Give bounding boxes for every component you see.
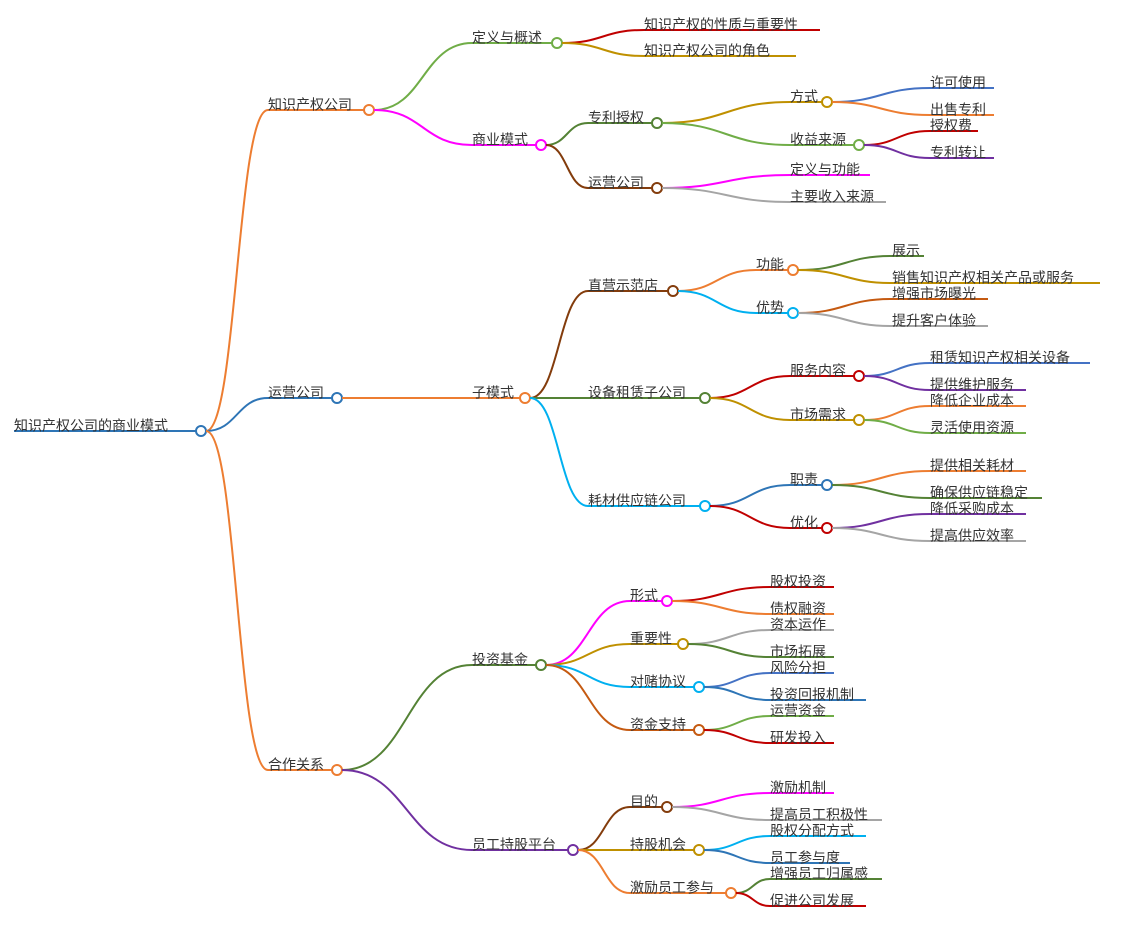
node-connector [694,845,704,855]
root-label: 知识产权公司的商业模式 [14,418,168,434]
node-label: 知识产权公司 [268,97,352,113]
node-connector [662,802,672,812]
node-connector [662,596,672,606]
node-label: 直营示范店 [588,278,658,294]
node-label: 增强市场曝光 [892,286,976,302]
node-connector [822,97,832,107]
node-connector [854,415,864,425]
node-label: 目的 [630,794,658,810]
node-label: 优化 [790,515,818,531]
node-connector [788,265,798,275]
node-connector [854,371,864,381]
node-label: 研发投入 [770,730,826,746]
node-connector [332,393,342,403]
node-label: 运营公司 [588,175,644,191]
node-label: 定义与概述 [472,30,542,46]
node-connector [652,183,662,193]
node-label: 员工持股平台 [472,837,556,853]
node-connector [694,725,704,735]
node-label: 方式 [790,89,818,105]
node-connector [536,140,546,150]
node-label: 灵活使用资源 [930,420,1014,436]
node-label: 对赌协议 [630,674,686,690]
node-label: 功能 [756,257,784,273]
node-label: 市场拓展 [770,644,826,660]
node-label: 合作关系 [268,757,324,773]
node-connector [552,38,562,48]
node-label: 投资基金 [472,652,528,668]
mindmap-diagram: 知识产权公司的商业模式 知识产权公司 定义与概述 知识产权的性质与重要性知识产权公司的… [0,0,1136,932]
node-label: 资本运作 [770,617,826,633]
node-label: 销售知识产权相关产品或服务 [892,270,1074,286]
node-label: 授权费 [930,118,972,134]
node-label: 重要性 [630,631,672,647]
node-connector [364,105,374,115]
node-label: 确保供应链稳定 [930,485,1028,501]
node-label: 资金支持 [630,717,686,733]
node-label: 许可使用 [930,75,986,91]
node-label: 降低企业成本 [930,393,1014,409]
node-connector [822,480,832,490]
node-label: 持股机会 [630,837,686,853]
node-label: 专利转让 [930,145,986,161]
node-label: 服务内容 [790,363,846,379]
node-label: 股权分配方式 [770,823,854,839]
node-label: 增强员工归属感 [770,866,868,882]
node-connector [788,308,798,318]
node-connector [700,501,710,511]
node-connector [536,660,546,670]
node-label: 主要收入来源 [790,189,874,205]
node-connector [726,888,736,898]
node-label: 债权融资 [770,601,826,617]
node-label: 专利授权 [588,110,644,126]
node-label: 设备租赁子公司 [588,385,686,401]
node-label: 提高员工积极性 [770,807,868,823]
node-label: 风险分担 [770,660,826,676]
node-label: 知识产权的性质与重要性 [644,17,798,33]
node-connector [652,118,662,128]
node-connector [822,523,832,533]
node-label: 运营资金 [770,703,826,719]
node-label: 激励机制 [770,780,826,796]
node-label: 形式 [630,588,658,604]
node-connector [700,393,710,403]
node-label: 知识产权公司的角色 [644,43,770,59]
node-label: 激励员工参与 [630,880,714,896]
node-connector [678,639,688,649]
node-label: 出售专利 [930,102,986,118]
node-label: 提供相关耗材 [930,458,1014,474]
node-label: 降低采购成本 [930,501,1014,517]
node-connector [568,845,578,855]
node-label: 提高供应效率 [930,528,1014,544]
node-connector [332,765,342,775]
node-label: 股权投资 [770,574,826,590]
node-label: 市场需求 [790,407,846,423]
node-connector [694,682,704,692]
node-label: 子模式 [472,385,514,401]
node-label: 收益来源 [790,132,846,148]
node-label: 定义与功能 [790,162,860,178]
node-connector [668,286,678,296]
node-label: 职责 [790,472,818,488]
node-label: 商业模式 [472,132,528,148]
node-label: 提升客户体验 [892,313,976,329]
node-label: 展示 [892,243,920,259]
node-label: 员工参与度 [770,850,840,866]
root-connector [196,426,206,436]
node-connector [854,140,864,150]
node-label: 投资回报机制 [770,687,854,703]
node-label: 租赁知识产权相关设备 [930,350,1070,366]
node-label: 促进公司发展 [770,893,854,909]
node-connector [520,393,530,403]
node-label: 优势 [756,300,784,316]
node-label: 耗材供应链公司 [588,493,686,509]
node-label: 运营公司 [268,385,324,401]
node-label: 提供维护服务 [930,377,1014,393]
